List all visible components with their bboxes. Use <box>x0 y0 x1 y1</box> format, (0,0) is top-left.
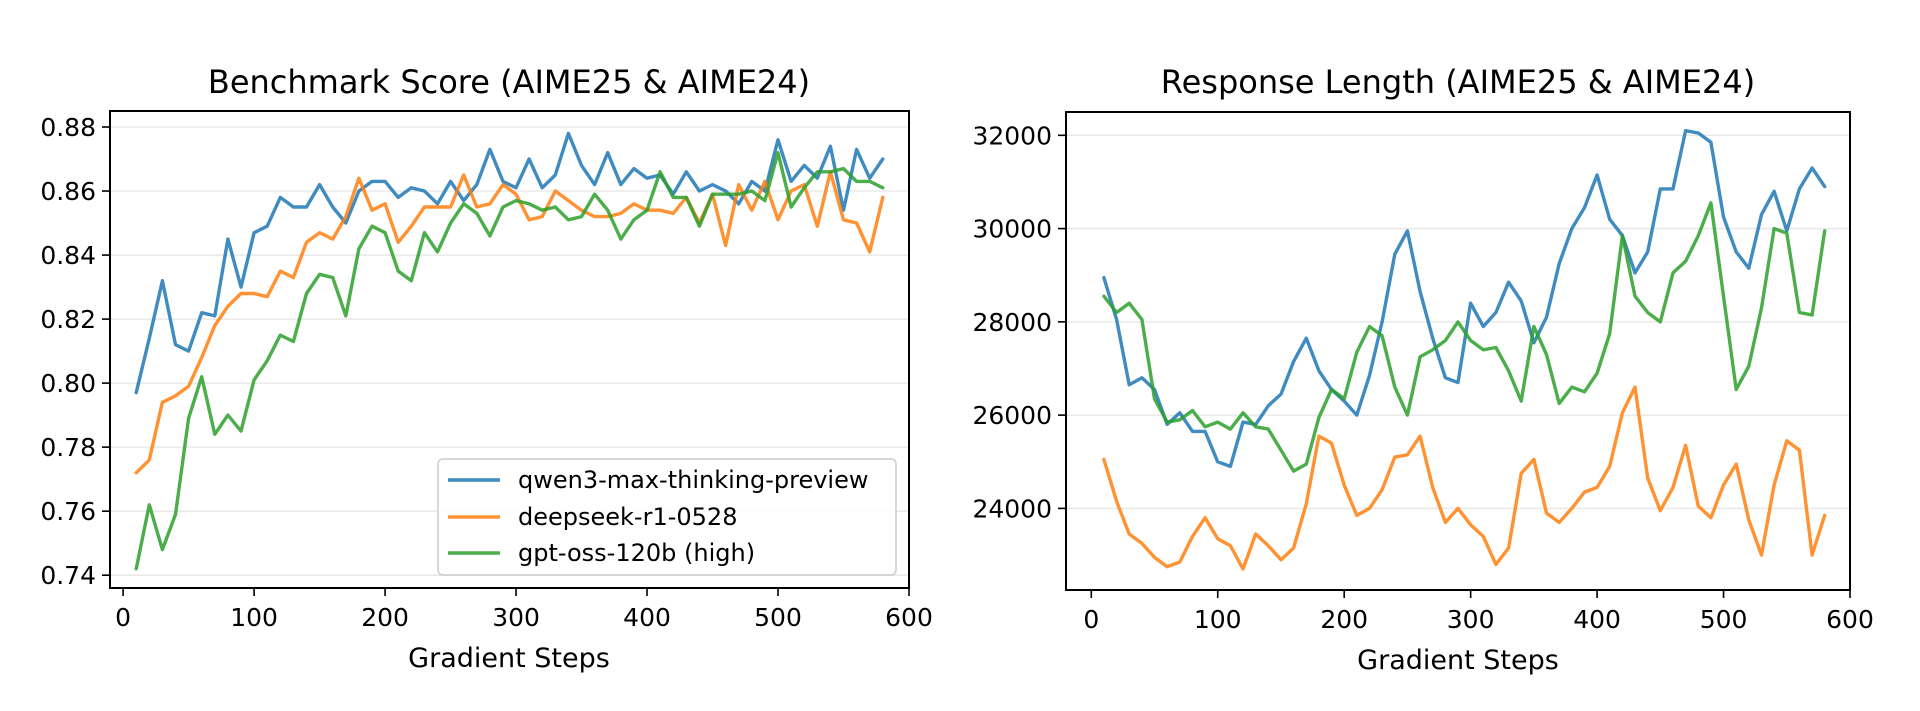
benchmark-score-x-tick-label: 500 <box>754 603 802 632</box>
benchmark-score-series <box>134 131 885 571</box>
response-length-title: Response Length (AIME25 & AIME24) <box>1161 63 1755 101</box>
response-length-line-deepseek-r1-0528 <box>1102 385 1827 571</box>
response-length-y-tick-label: 32000 <box>972 121 1052 150</box>
legend-entry-deepseek-r1-0528: deepseek-r1-0528 <box>448 503 737 531</box>
legend-entry-gpt-oss-120b: gpt-oss-120b (high) <box>448 539 755 567</box>
benchmark-score-x-axis-title: Gradient Steps <box>408 643 610 674</box>
benchmark-score-y-tick-label: 0.82 <box>40 305 96 334</box>
response-length-x-tick-label: 500 <box>1700 605 1748 634</box>
benchmark-score-y-tick-label: 0.78 <box>40 433 96 462</box>
response-length-y-tick-label: 24000 <box>972 494 1052 523</box>
response-length-line-qwen3-max-thinking-preview <box>1102 128 1827 469</box>
legend-label-gpt-oss: gpt-oss-120b (high) <box>518 539 755 567</box>
legend-label-qwen3: qwen3-max-thinking-preview <box>518 466 869 494</box>
legend-box <box>437 458 897 576</box>
benchmark-score-y-tick-label: 0.84 <box>40 241 96 270</box>
response-length-x-ticks: 0 100 200 300 400 500 600 <box>1083 590 1874 634</box>
benchmark-score-chart: Benchmark Score (AIME25 & AIME24) 0 100 20… <box>40 63 933 674</box>
response-length-x-tick-label: 200 <box>1320 605 1368 634</box>
response-length-x-tick-label: 300 <box>1447 605 1495 634</box>
benchmark-score-plot-area <box>109 110 910 589</box>
response-length-x-tick-label: 400 <box>1573 605 1621 634</box>
benchmark-score-x-tick-label: 300 <box>492 603 540 632</box>
response-length-y-tick-label: 28000 <box>972 308 1052 337</box>
benchmark-score-grid <box>110 126 909 576</box>
benchmark-score-y-ticks: 0.74 0.76 0.78 0.80 0.82 0.84 0.86 0.88 <box>40 113 110 590</box>
response-length-line-gpt-oss-120b-high <box>1102 201 1827 473</box>
benchmark-score-title: Benchmark Score (AIME25 & AIME24) <box>208 63 810 101</box>
response-length-x-tick-label: 600 <box>1826 605 1874 634</box>
benchmark-score-line-gpt-oss-120b-high <box>134 150 885 571</box>
response-length-chart: Response Length (AIME25 & AIME24) 0 100 20… <box>972 63 1873 676</box>
response-length-plot-area <box>1065 111 1851 591</box>
response-length-series <box>1102 128 1827 571</box>
response-length-y-tick-label: 26000 <box>972 401 1052 430</box>
legend-label-deepseek: deepseek-r1-0528 <box>518 503 737 531</box>
response-length-x-axis-title: Gradient Steps <box>1357 645 1559 676</box>
benchmark-score-x-tick-label: 0 <box>115 603 131 632</box>
benchmark-score-x-tick-label: 400 <box>623 603 671 632</box>
response-length-x-tick-label: 100 <box>1194 605 1242 634</box>
benchmark-score-line-qwen3-max-thinking-preview <box>134 131 885 395</box>
benchmark-score-y-tick-label: 0.88 <box>40 113 96 142</box>
benchmark-score-x-tick-label: 200 <box>361 603 409 632</box>
benchmark-score-line-deepseek-r1-0528 <box>134 170 885 475</box>
legend-entry-qwen3-max-thinking-preview: qwen3-max-thinking-preview <box>448 466 869 494</box>
benchmark-score-x-tick-label: 100 <box>230 603 278 632</box>
benchmark-score-x-tick-label: 600 <box>885 603 933 632</box>
benchmark-score-y-tick-label: 0.80 <box>40 369 96 398</box>
benchmark-score-x-ticks: 0 100 200 300 400 500 600 <box>115 588 933 632</box>
benchmark-score-y-tick-label: 0.74 <box>40 561 96 590</box>
benchmark-score-y-tick-label: 0.76 <box>40 497 96 526</box>
response-length-y-tick-label: 30000 <box>972 215 1052 244</box>
legend: qwen3-max-thinking-preview deepseek-r1-0… <box>437 458 897 576</box>
response-length-x-tick-label: 0 <box>1083 605 1099 634</box>
response-length-y-ticks: 24000 26000 28000 30000 32000 <box>972 121 1066 523</box>
benchmark-score-y-tick-label: 0.86 <box>40 177 96 206</box>
